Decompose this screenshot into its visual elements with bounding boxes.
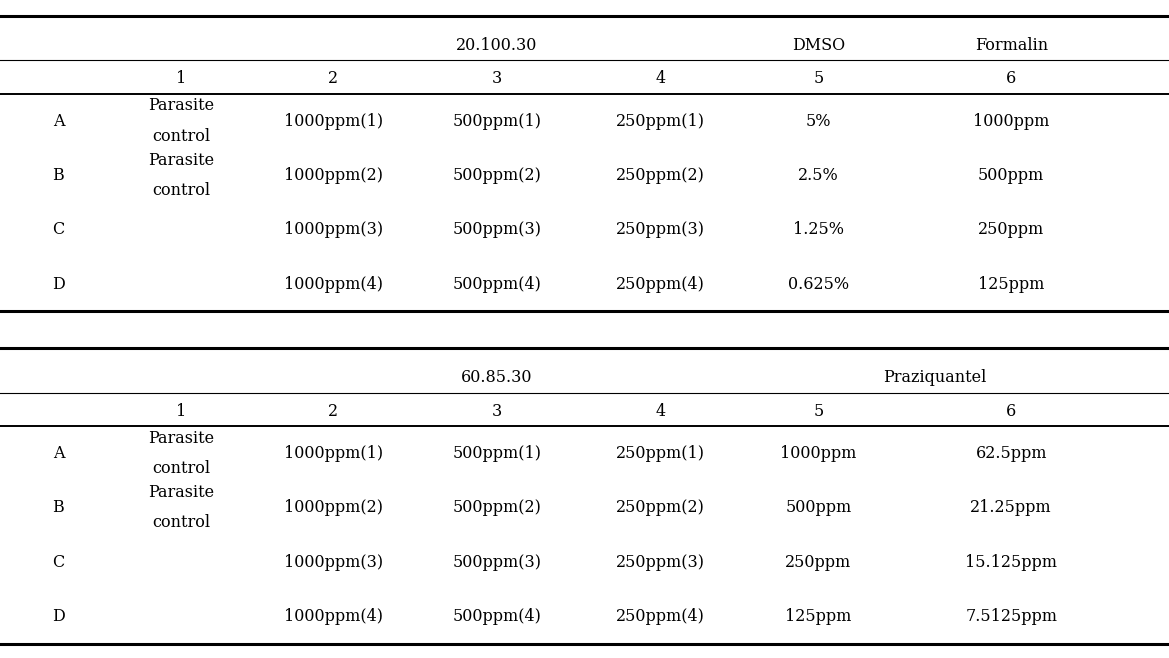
- Text: 250ppm: 250ppm: [786, 553, 851, 570]
- Text: 500ppm(2): 500ppm(2): [452, 499, 541, 517]
- Text: 15.125ppm: 15.125ppm: [966, 553, 1057, 570]
- Text: 62.5ppm: 62.5ppm: [975, 445, 1047, 462]
- Text: 250ppm(3): 250ppm(3): [616, 553, 705, 570]
- Text: 250ppm(4): 250ppm(4): [616, 608, 705, 625]
- Text: 1000ppm(4): 1000ppm(4): [284, 276, 382, 293]
- Text: 500ppm(2): 500ppm(2): [452, 167, 541, 184]
- Text: 1000ppm(3): 1000ppm(3): [284, 553, 382, 570]
- Text: 250ppm(3): 250ppm(3): [616, 221, 705, 238]
- Text: 250ppm(1): 250ppm(1): [616, 113, 705, 130]
- Text: 500ppm(3): 500ppm(3): [452, 221, 541, 238]
- Text: 125ppm: 125ppm: [978, 276, 1044, 293]
- Text: Parasite: Parasite: [148, 430, 214, 447]
- Text: 21.25ppm: 21.25ppm: [970, 499, 1052, 517]
- Text: 250ppm(2): 250ppm(2): [616, 499, 705, 517]
- Text: D: D: [53, 608, 64, 625]
- Text: 500ppm: 500ppm: [978, 167, 1044, 184]
- Text: 1000ppm(1): 1000ppm(1): [284, 445, 382, 462]
- Text: 500ppm(1): 500ppm(1): [452, 113, 541, 130]
- Text: 0.625%: 0.625%: [788, 276, 849, 293]
- Text: 1000ppm(2): 1000ppm(2): [284, 167, 382, 184]
- Text: 60.85.30: 60.85.30: [461, 369, 533, 386]
- Text: D: D: [53, 276, 64, 293]
- Text: Parasite: Parasite: [148, 97, 214, 114]
- Text: 1000ppm: 1000ppm: [973, 113, 1050, 130]
- Text: 250ppm(4): 250ppm(4): [616, 276, 705, 293]
- Text: 1.25%: 1.25%: [793, 221, 844, 238]
- Text: 3: 3: [492, 70, 502, 88]
- Text: 4: 4: [656, 403, 665, 420]
- Text: 500ppm: 500ppm: [786, 499, 851, 517]
- Text: 250ppm(2): 250ppm(2): [616, 167, 705, 184]
- Text: 1000ppm(1): 1000ppm(1): [284, 113, 382, 130]
- Text: 500ppm(3): 500ppm(3): [452, 553, 541, 570]
- Text: 1000ppm: 1000ppm: [780, 445, 857, 462]
- Text: 2: 2: [328, 70, 338, 88]
- Text: control: control: [152, 460, 210, 477]
- Text: control: control: [152, 515, 210, 532]
- Text: 2.5%: 2.5%: [798, 167, 838, 184]
- Text: 1: 1: [177, 403, 186, 420]
- Text: A: A: [53, 445, 64, 462]
- Text: Praziquantel: Praziquantel: [884, 369, 987, 386]
- Text: 500ppm(4): 500ppm(4): [452, 608, 541, 625]
- Text: C: C: [53, 553, 64, 570]
- Text: 1000ppm(4): 1000ppm(4): [284, 608, 382, 625]
- Text: 5: 5: [814, 403, 823, 420]
- Text: 1: 1: [177, 70, 186, 88]
- Text: 125ppm: 125ppm: [786, 608, 851, 625]
- Text: 4: 4: [656, 70, 665, 88]
- Text: 7.5125ppm: 7.5125ppm: [966, 608, 1057, 625]
- Text: 1000ppm(2): 1000ppm(2): [284, 499, 382, 517]
- Text: DMSO: DMSO: [791, 37, 845, 53]
- Text: 500ppm(4): 500ppm(4): [452, 276, 541, 293]
- Text: Parasite: Parasite: [148, 152, 214, 168]
- Text: 2: 2: [328, 403, 338, 420]
- Text: 500ppm(1): 500ppm(1): [452, 445, 541, 462]
- Text: Parasite: Parasite: [148, 484, 214, 501]
- Text: control: control: [152, 128, 210, 145]
- Text: 20.100.30: 20.100.30: [456, 37, 538, 53]
- Text: 1000ppm(3): 1000ppm(3): [284, 221, 382, 238]
- Text: control: control: [152, 182, 210, 199]
- Text: 6: 6: [1007, 70, 1016, 88]
- Text: C: C: [53, 221, 64, 238]
- Text: 5%: 5%: [805, 113, 831, 130]
- Text: 250ppm: 250ppm: [978, 221, 1044, 238]
- Text: 250ppm(1): 250ppm(1): [616, 445, 705, 462]
- Text: Formalin: Formalin: [975, 37, 1047, 53]
- Text: 6: 6: [1007, 403, 1016, 420]
- Text: B: B: [53, 167, 64, 184]
- Text: 3: 3: [492, 403, 502, 420]
- Text: A: A: [53, 113, 64, 130]
- Text: 5: 5: [814, 70, 823, 88]
- Text: B: B: [53, 499, 64, 517]
